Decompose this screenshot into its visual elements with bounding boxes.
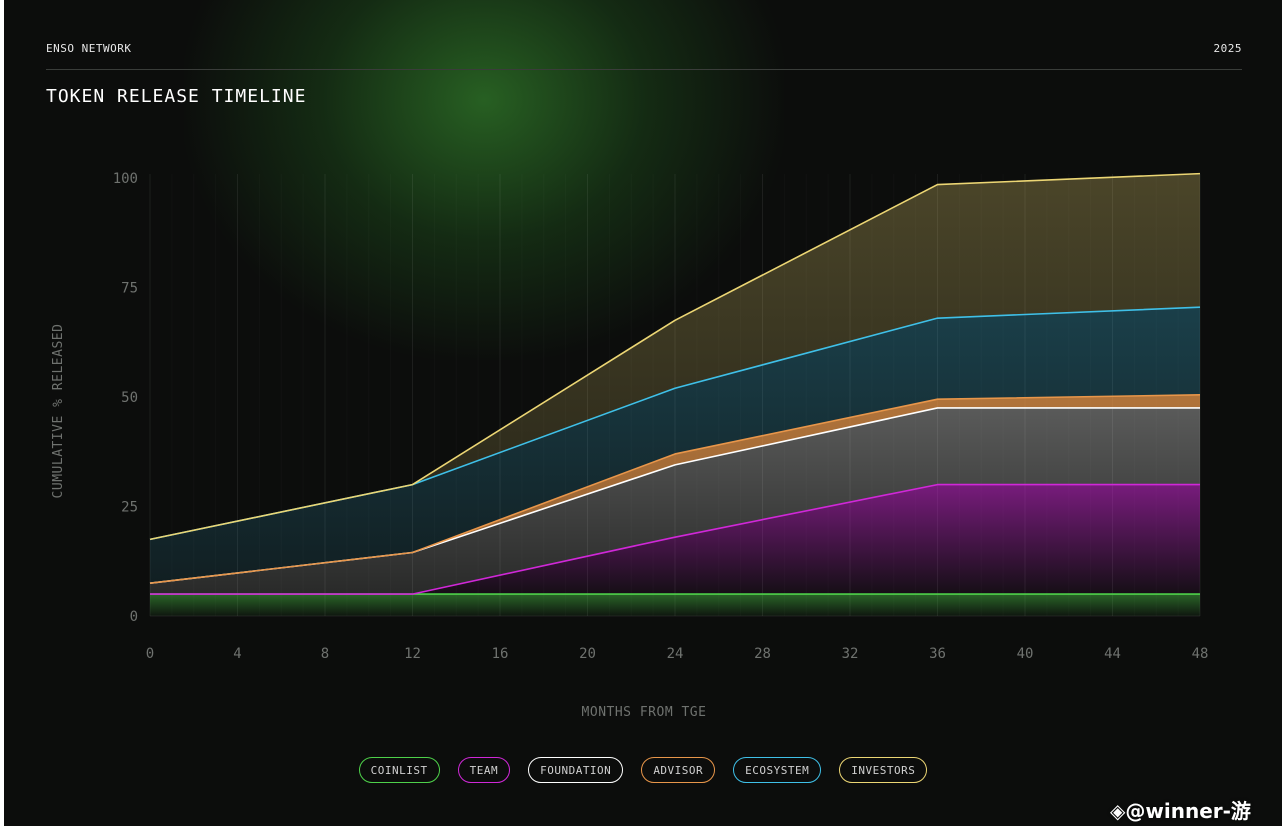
chart-title: TOKEN RELEASE TIMELINE	[46, 86, 307, 107]
area-investors	[150, 173, 1200, 540]
x-tick-label: 8	[321, 646, 329, 662]
area-foundation	[150, 407, 1200, 595]
area-team	[150, 484, 1200, 595]
x-tick-label: 36	[929, 646, 946, 662]
legend-item-team[interactable]: TEAM	[457, 757, 511, 783]
y-tick-label: 50	[121, 390, 138, 406]
header-divider	[46, 69, 1242, 70]
legend-item-coinlist[interactable]: COINLIST	[358, 757, 440, 783]
x-tick-label: 28	[754, 646, 771, 662]
year-label: 2025	[1213, 42, 1242, 55]
watermark-text: ◈@winner-游	[1110, 799, 1251, 823]
y-tick-label: 75	[121, 281, 138, 297]
legend-item-foundation[interactable]: FOUNDATION	[528, 757, 624, 783]
x-tick-label: 24	[667, 646, 684, 662]
x-tick-label: 44	[1104, 646, 1121, 662]
line-investors	[149, 172, 1201, 541]
line-advisor	[149, 394, 1201, 584]
line-team	[150, 483, 1200, 595]
area-ecosystem	[150, 307, 1200, 584]
legend-item-advisor[interactable]: ADVISOR	[641, 757, 716, 783]
x-axis-label: MONTHS FROM TGE	[582, 705, 707, 720]
series-areas	[150, 173, 1200, 616]
x-tick-label: 48	[1192, 646, 1209, 662]
x-tick-label: 16	[492, 646, 509, 662]
brand-label: ENSO NETWORK	[46, 42, 132, 55]
x-tick-label: 32	[842, 646, 859, 662]
x-tick-label: 4	[233, 646, 241, 662]
x-tick-label: 0	[146, 646, 154, 662]
series-lines	[149, 172, 1201, 595]
y-tick-label: 25	[121, 500, 138, 516]
legend-item-investors[interactable]: INVESTORS	[839, 757, 928, 783]
y-axis-label: CUMULATIVE % RELEASED	[51, 324, 66, 499]
legend: COINLIST TEAM FOUNDATION ADVISOR ECOSYSTEM IN…	[4, 757, 1282, 783]
area-coinlist	[150, 594, 1200, 616]
x-tick-label: 40	[1017, 646, 1034, 662]
y-tick-label: 100	[113, 171, 138, 187]
chart-frame: ENSO NETWORK 2025 TOKEN RELEASE TIMELINE…	[4, 0, 1282, 826]
legend-item-ecosystem[interactable]: ECOSYSTEM	[733, 757, 822, 783]
y-tick-label: 0	[130, 609, 138, 625]
x-tick-label: 20	[579, 646, 596, 662]
x-tick-label: 12	[404, 646, 421, 662]
